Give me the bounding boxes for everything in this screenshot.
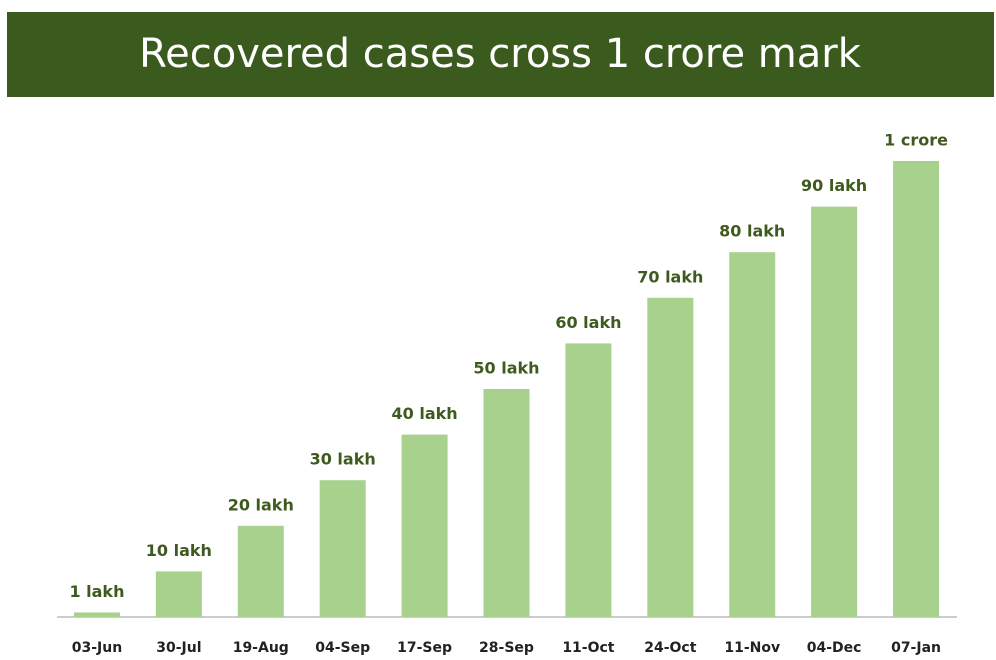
bar [401, 434, 448, 617]
x-tick-label: 04-Sep [315, 640, 370, 656]
value-label: 30 lakh [310, 450, 376, 469]
x-tick-label: 24-Oct [644, 640, 696, 656]
bar [893, 161, 940, 617]
bar [647, 297, 694, 617]
value-label: 1 crore [884, 131, 948, 150]
value-label: 20 lakh [228, 495, 294, 514]
value-label: 80 lakh [719, 222, 785, 241]
bar [319, 480, 366, 617]
bar [729, 252, 776, 617]
x-tick-label: 28-Sep [479, 640, 534, 656]
x-tick-label: 11-Nov [724, 640, 780, 656]
bar [73, 612, 120, 617]
bar [483, 389, 530, 617]
x-tick-label: 17-Sep [397, 640, 452, 656]
value-label: 60 lakh [555, 313, 621, 332]
value-label: 10 lakh [146, 541, 212, 560]
chart-title: Recovered cases cross 1 crore mark [139, 31, 862, 77]
x-tick-label: 11-Oct [562, 640, 614, 656]
x-tick-label: 03-Jun [72, 640, 122, 656]
value-label: 40 lakh [392, 404, 458, 423]
bar [237, 525, 284, 617]
title-bar [7, 12, 994, 97]
x-tick-label: 19-Aug [233, 640, 289, 656]
x-tick-label: 04-Dec [807, 640, 862, 656]
value-label: 1 lakh [69, 582, 124, 601]
x-tick-label: 07-Jan [891, 640, 941, 656]
bar [155, 571, 202, 617]
x-tick-label: 30-Jul [156, 640, 201, 656]
bar [565, 343, 612, 617]
value-label: 70 lakh [637, 267, 703, 286]
value-label: 50 lakh [473, 359, 539, 378]
bar [811, 206, 858, 617]
value-label: 90 lakh [801, 176, 867, 195]
